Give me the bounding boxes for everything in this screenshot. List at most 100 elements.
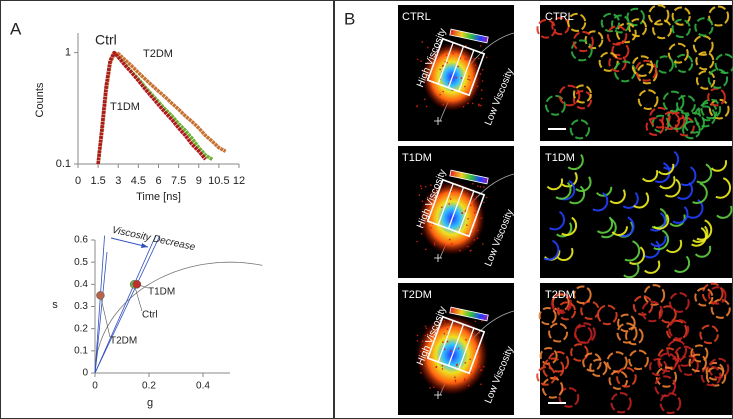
cell-ring <box>541 377 564 399</box>
cell-ring <box>667 42 689 64</box>
cloud-dot <box>420 371 422 374</box>
cell-ring <box>557 167 578 188</box>
box-line <box>437 42 454 85</box>
y-tick-label: 0.5 <box>74 257 88 268</box>
cloud-dot <box>443 332 446 335</box>
x-tick-label: 9 <box>196 175 202 187</box>
cell-ring <box>685 225 707 247</box>
cloud-dot <box>469 250 472 252</box>
cell-ring <box>694 17 714 37</box>
cell-ring <box>666 319 688 342</box>
cloud-dot <box>448 238 451 241</box>
colorbar <box>449 169 489 185</box>
cloud-dot <box>464 362 467 364</box>
cloud-dot <box>420 185 422 187</box>
cell-ring <box>674 53 694 73</box>
cloud-dot <box>449 198 452 200</box>
cloud-dot <box>429 387 431 389</box>
box-line <box>458 327 475 370</box>
image-label: T2DM <box>402 289 432 301</box>
x-tick-label: 10.5 <box>208 175 229 187</box>
cloud-dot <box>442 103 444 106</box>
cell-ring <box>668 318 690 340</box>
lifetime-line <box>94 235 161 374</box>
cell-ring <box>572 84 592 104</box>
cloud-dot <box>464 85 466 88</box>
cloud-dot <box>469 204 472 207</box>
cloud-dot <box>423 98 426 101</box>
cell-ring <box>690 344 709 363</box>
cloud-dot <box>464 57 466 60</box>
panel-label: A <box>10 19 22 38</box>
cell-ring <box>661 111 681 131</box>
cloud-dot <box>481 80 484 82</box>
cell-ring <box>544 171 564 191</box>
cloud-dot <box>430 226 432 229</box>
cell-ring <box>570 39 593 62</box>
cloud-dot <box>432 386 435 389</box>
cell-ring <box>657 352 678 373</box>
cell-ring <box>700 98 722 120</box>
cloud-dot <box>479 185 482 188</box>
x-tick-label: 0 <box>75 175 81 187</box>
cell-ring <box>608 53 627 73</box>
cloud-dot <box>463 378 466 380</box>
cell-ring <box>609 217 628 236</box>
cloud-dot <box>443 348 446 351</box>
cloud-dot <box>465 44 467 47</box>
cloud-dot <box>478 331 481 334</box>
cloud-dot <box>424 185 427 188</box>
y-tick-label: 1 <box>65 47 71 59</box>
cell-ring <box>572 30 594 53</box>
cloud-dot <box>480 369 483 371</box>
y-tick-label: 0.4 <box>74 279 88 290</box>
cell-ring <box>628 349 649 371</box>
cell-ring <box>563 150 584 171</box>
cell-ring <box>606 351 628 373</box>
cloud-dot <box>485 196 488 199</box>
cell-ring <box>606 25 628 46</box>
cloud-dot <box>421 41 424 43</box>
cloud-dot <box>430 184 432 186</box>
cloud-dot <box>478 358 480 360</box>
image-label: T1DM <box>545 152 575 164</box>
cloud-dot <box>420 60 422 62</box>
cloud-dot <box>418 194 421 196</box>
panel-a-frame <box>0 0 334 419</box>
cell-ring <box>666 207 686 227</box>
cloud-dot <box>457 347 460 350</box>
cloud-dot <box>482 243 484 245</box>
series-label: T1DM <box>148 287 175 298</box>
cloud-dot <box>483 201 485 204</box>
cell-ring <box>678 355 699 376</box>
cell-ring <box>708 153 728 172</box>
cell-ring <box>558 387 580 408</box>
cell-ring <box>635 59 658 82</box>
cell-ring <box>707 68 729 89</box>
cloud-dot <box>477 57 480 60</box>
cloud-dot <box>425 327 428 329</box>
cloud-dot <box>481 319 483 322</box>
selection-box <box>426 178 486 238</box>
cloud-dot <box>467 102 469 105</box>
cell-ring <box>662 90 685 113</box>
cell-ring <box>669 292 690 313</box>
selection-box <box>426 37 486 97</box>
cell-ring <box>671 18 691 39</box>
cloud-dot <box>441 65 444 67</box>
image-label: CTRL <box>402 11 431 23</box>
cell-ring <box>692 35 714 56</box>
cell-ring <box>668 203 689 224</box>
cloud-dot <box>478 104 480 107</box>
cloud-dot <box>479 73 482 75</box>
cell-ring <box>538 306 557 326</box>
cell-ring <box>610 14 630 34</box>
cell-ring <box>619 258 640 279</box>
cloud-dot <box>471 102 474 105</box>
cell-ring <box>682 197 704 219</box>
cell-ring <box>547 351 570 373</box>
cloud-dot <box>481 68 484 71</box>
selection-box <box>426 315 486 375</box>
